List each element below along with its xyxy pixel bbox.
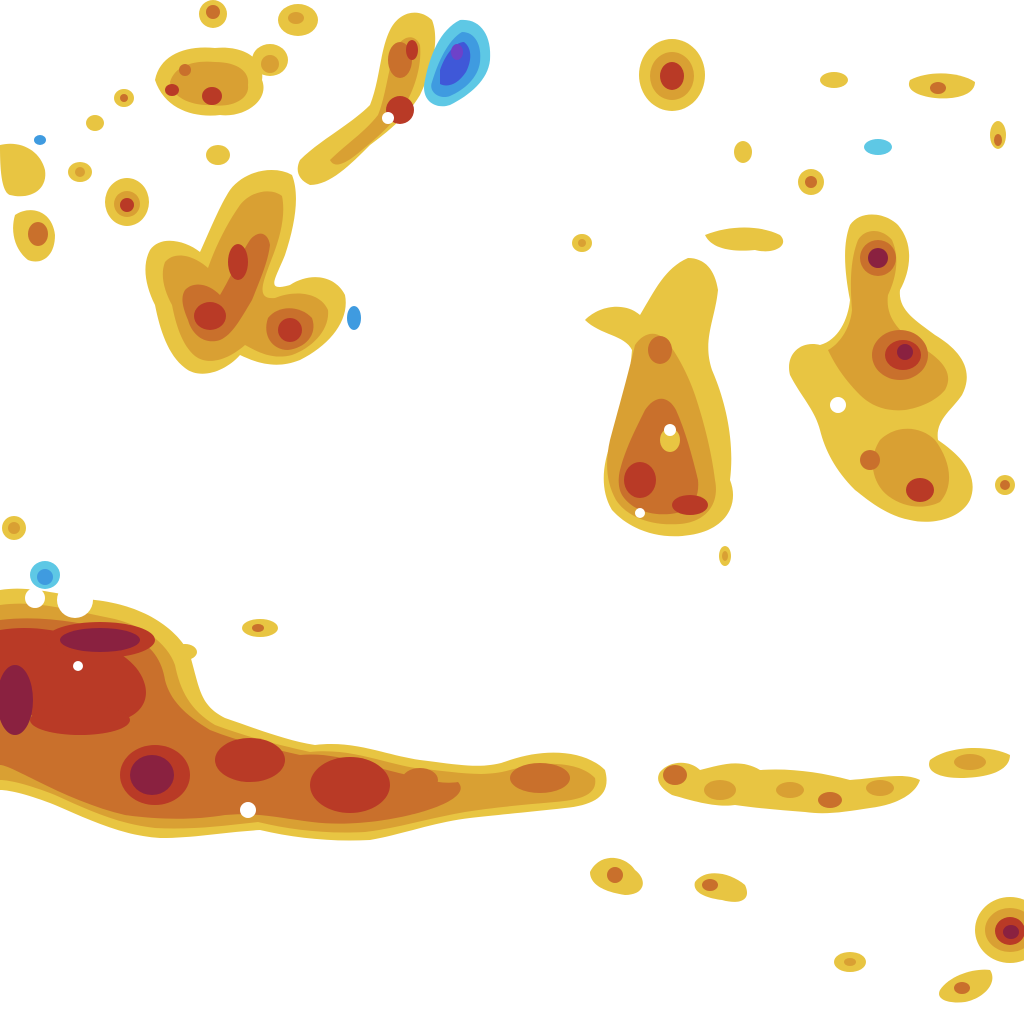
terrain-heatmap bbox=[0, 0, 1024, 1024]
